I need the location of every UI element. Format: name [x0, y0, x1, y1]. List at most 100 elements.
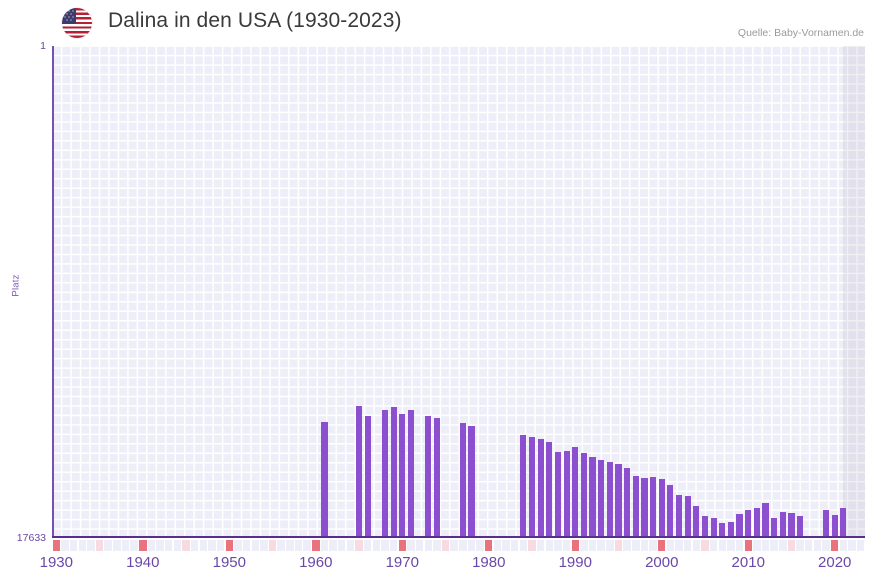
- bar[interactable]: [650, 477, 657, 537]
- x-axis-tick: [95, 540, 104, 551]
- bar[interactable]: [520, 435, 527, 537]
- bar[interactable]: [745, 510, 752, 537]
- bar[interactable]: [459, 423, 466, 537]
- bar[interactable]: [390, 407, 397, 537]
- x-axis-tick: [208, 540, 216, 551]
- bar[interactable]: [736, 514, 743, 537]
- bar[interactable]: [425, 416, 432, 537]
- y-axis-line: [52, 46, 54, 538]
- bar[interactable]: [546, 442, 553, 537]
- bar[interactable]: [788, 513, 795, 537]
- bar[interactable]: [554, 452, 562, 537]
- bar[interactable]: [771, 518, 778, 537]
- x-axis-tick: [476, 540, 484, 551]
- x-axis-tick: [52, 540, 61, 551]
- bar[interactable]: [632, 476, 639, 537]
- x-axis-tick-strip: [52, 540, 865, 551]
- x-axis-tick: [675, 540, 683, 551]
- x-axis-tick: [588, 540, 597, 551]
- x-axis-tick: [519, 540, 528, 551]
- source-attribution: Quelle: Baby-Vornamen.de: [737, 27, 864, 39]
- bar[interactable]: [658, 479, 665, 537]
- x-axis-tick: [441, 540, 450, 551]
- x-axis-tick: [597, 540, 605, 551]
- bar[interactable]: [693, 506, 700, 537]
- bar[interactable]: [580, 453, 587, 537]
- x-axis-tick: [147, 540, 156, 551]
- y-axis-label-bottom: 17633: [16, 532, 46, 544]
- x-axis-tick-label: 1960: [299, 554, 333, 571]
- x-axis-tick: [701, 540, 709, 551]
- x-axis-tick: [294, 540, 303, 551]
- x-axis-tick: [303, 540, 311, 551]
- bar[interactable]: [563, 451, 570, 537]
- bar[interactable]: [364, 416, 371, 537]
- bar[interactable]: [399, 414, 406, 537]
- bar[interactable]: [528, 437, 536, 537]
- x-axis-tick: [822, 540, 830, 551]
- x-axis-tick: [528, 540, 536, 551]
- bar[interactable]: [321, 422, 328, 537]
- x-axis-tick: [545, 540, 554, 551]
- x-axis-tick: [839, 540, 848, 551]
- bar[interactable]: [710, 518, 717, 537]
- bar[interactable]: [667, 485, 674, 537]
- x-axis-tick-label: 1980: [472, 554, 506, 571]
- x-axis-tick: [199, 540, 208, 551]
- bar[interactable]: [641, 478, 648, 537]
- plot-gridlines: [52, 46, 865, 538]
- bar[interactable]: [675, 495, 683, 537]
- x-axis-tick: [649, 540, 657, 551]
- x-axis-tick: [606, 540, 614, 551]
- x-axis-tick: [536, 540, 545, 551]
- bar[interactable]: [797, 516, 804, 537]
- x-axis-tick: [338, 540, 346, 551]
- x-axis-tick: [61, 540, 69, 551]
- x-axis-tick-label: 1950: [212, 554, 246, 571]
- bar[interactable]: [407, 410, 415, 537]
- x-axis-tick: [467, 540, 476, 551]
- x-axis-tick: [510, 540, 519, 551]
- x-axis-tick: [87, 540, 95, 551]
- x-axis-tick: [173, 540, 182, 551]
- bar[interactable]: [589, 457, 596, 537]
- bar[interactable]: [598, 460, 605, 537]
- y-axis-title: Platz: [10, 274, 22, 297]
- x-axis-tick: [216, 540, 225, 551]
- chart-header: Dalina in den USA (1930-2023) Quelle: Ba…: [0, 0, 873, 44]
- x-axis-tick: [459, 540, 467, 551]
- bar[interactable]: [701, 516, 709, 537]
- x-axis-tick: [761, 540, 770, 551]
- bar[interactable]: [753, 508, 760, 537]
- bar[interactable]: [572, 447, 579, 537]
- bar[interactable]: [684, 496, 691, 537]
- bar[interactable]: [779, 512, 786, 537]
- bar[interactable]: [433, 418, 440, 537]
- bar[interactable]: [840, 508, 847, 537]
- bar[interactable]: [762, 503, 769, 537]
- bar[interactable]: [831, 515, 838, 537]
- x-axis-tick: [666, 540, 675, 551]
- x-axis-tick: [130, 540, 138, 551]
- bar[interactable]: [727, 522, 735, 537]
- x-axis-tick: [260, 540, 268, 551]
- x-axis-tick: [571, 540, 579, 551]
- x-axis-tick-label: 1990: [558, 554, 592, 571]
- x-axis-tick: [744, 540, 752, 551]
- x-axis-tick: [165, 540, 173, 551]
- x-axis-tick: [225, 540, 234, 551]
- bar[interactable]: [381, 410, 389, 537]
- x-axis-tick: [562, 540, 571, 551]
- bar[interactable]: [615, 464, 622, 537]
- bar[interactable]: [624, 468, 631, 537]
- x-axis-tick: [779, 540, 787, 551]
- bar[interactable]: [606, 462, 613, 537]
- x-axis-tick: [614, 540, 623, 551]
- bar[interactable]: [537, 439, 544, 537]
- bar[interactable]: [355, 406, 363, 537]
- bar[interactable]: [468, 426, 475, 537]
- x-axis-tick: [450, 540, 458, 551]
- bar[interactable]: [719, 523, 726, 537]
- bar[interactable]: [822, 510, 830, 537]
